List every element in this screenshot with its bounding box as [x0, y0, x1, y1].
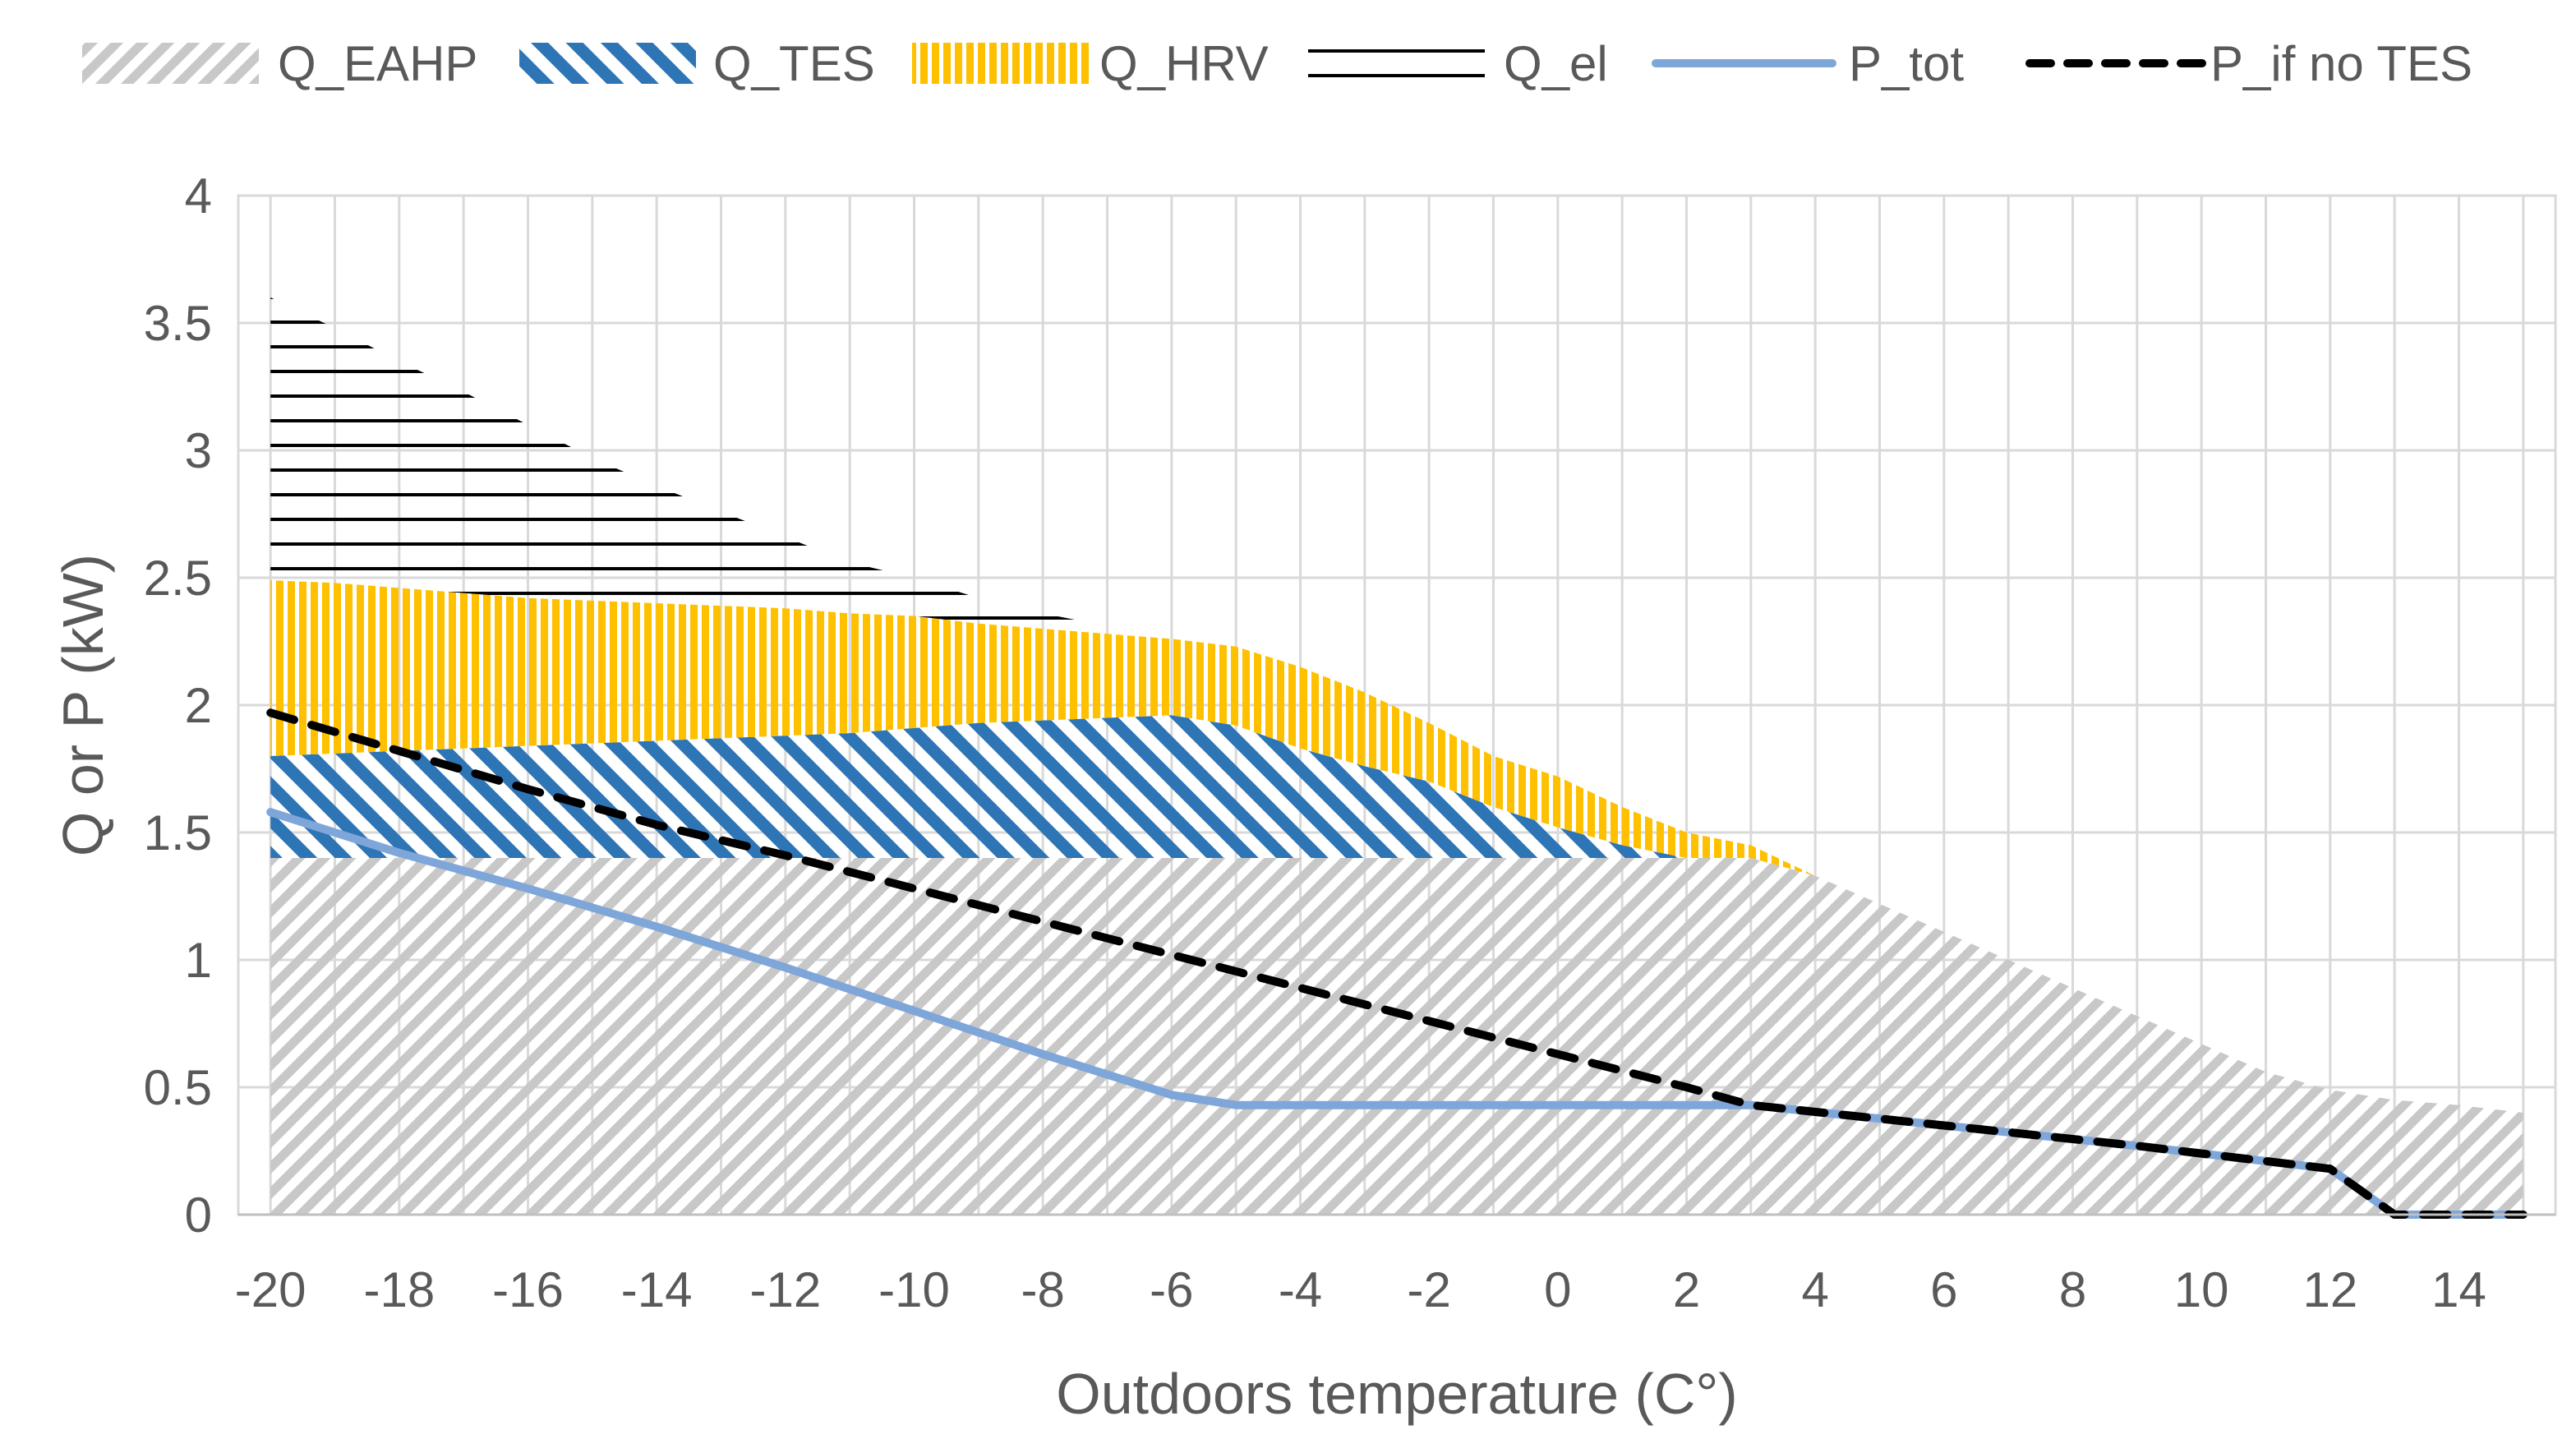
- series-lines: [266, 708, 2528, 1219]
- x-tick-label: -4: [1279, 1262, 1322, 1317]
- y-tick-label: 1.5: [144, 805, 212, 860]
- x-tick-label: -14: [621, 1262, 693, 1317]
- legend-swatch-q-hrv: [912, 43, 1089, 84]
- x-tick-label: -12: [749, 1262, 821, 1317]
- y-tick-label: 3: [185, 423, 212, 478]
- x-tick-label: -6: [1150, 1262, 1193, 1317]
- x-tick-label: 14: [2431, 1262, 2486, 1317]
- x-tick-label: -20: [235, 1262, 306, 1317]
- x-tick-label: 6: [1930, 1262, 1957, 1317]
- line-p-if-no-tes: [266, 708, 2528, 1219]
- legend-item-q-hrv: Q_HRV: [912, 36, 1269, 91]
- legend-swatch-q-el: [1308, 43, 1485, 84]
- legend-label-q-tes: Q_TES: [713, 36, 875, 91]
- x-tick-label: -8: [1021, 1262, 1064, 1317]
- stacked-areas: [270, 297, 2523, 1215]
- y-tick-label: 4: [185, 168, 212, 224]
- y-tick-label: 0: [185, 1188, 212, 1243]
- x-tick-label: -2: [1407, 1262, 1450, 1317]
- legend-item-p-if-no-tes: P_if no TES: [2025, 36, 2472, 91]
- y-tick-label: 3.5: [144, 296, 212, 351]
- legend-label-q-eahp: Q_EAHP: [278, 36, 477, 91]
- area-q-hrv: [270, 580, 2523, 1113]
- x-tick-labels: -20 -18 -16 -14 -12 -10 -8 -6 -4 -2 0 2 4 6 8 10 12 14: [235, 1262, 2486, 1317]
- legend: Q_EAHP Q_TES Q_HRV Q_el P_tot P_if no TE…: [82, 36, 2472, 91]
- y-axis-title: Q or P (kW): [51, 554, 115, 856]
- line-p-tot: [266, 808, 2528, 1219]
- x-tick-label: -10: [878, 1262, 950, 1317]
- area-q-tes: [270, 715, 2523, 1113]
- legend-item-p-tot: P_tot: [1652, 36, 1964, 91]
- x-tick-label: -18: [363, 1262, 435, 1317]
- x-tick-label: 4: [1801, 1262, 1828, 1317]
- legend-item-q-eahp: Q_EAHP: [82, 36, 477, 91]
- y-tick-label: 0.5: [144, 1060, 212, 1115]
- y-tick-labels: 0 0.5 1 1.5 2 2.5 3 3.5 4: [144, 168, 212, 1243]
- legend-item-q-el: Q_el: [1308, 36, 1608, 91]
- x-tick-label: 12: [2302, 1262, 2357, 1317]
- x-tick-label: 8: [2059, 1262, 2086, 1317]
- x-tick-label: 2: [1673, 1262, 1700, 1317]
- legend-label-q-hrv: Q_HRV: [1099, 36, 1269, 91]
- y-tick-label: 2.5: [144, 551, 212, 606]
- x-tick-label: 0: [1544, 1262, 1571, 1317]
- x-tick-label: 10: [2174, 1262, 2229, 1317]
- legend-item-q-tes: Q_TES: [519, 36, 875, 91]
- y-tick-label: 2: [185, 678, 212, 733]
- legend-swatch-q-eahp: [82, 43, 259, 84]
- x-axis-title: Outdoors temperature (C°): [1056, 1362, 1737, 1426]
- legend-label-p-tot: P_tot: [1849, 36, 1964, 91]
- legend-swatch-q-tes: [519, 43, 696, 84]
- legend-label-p-if-no-tes: P_if no TES: [2210, 36, 2472, 91]
- legend-label-q-el: Q_el: [1504, 36, 1608, 91]
- x-tick-label: -16: [492, 1262, 564, 1317]
- y-tick-label: 1: [185, 933, 212, 988]
